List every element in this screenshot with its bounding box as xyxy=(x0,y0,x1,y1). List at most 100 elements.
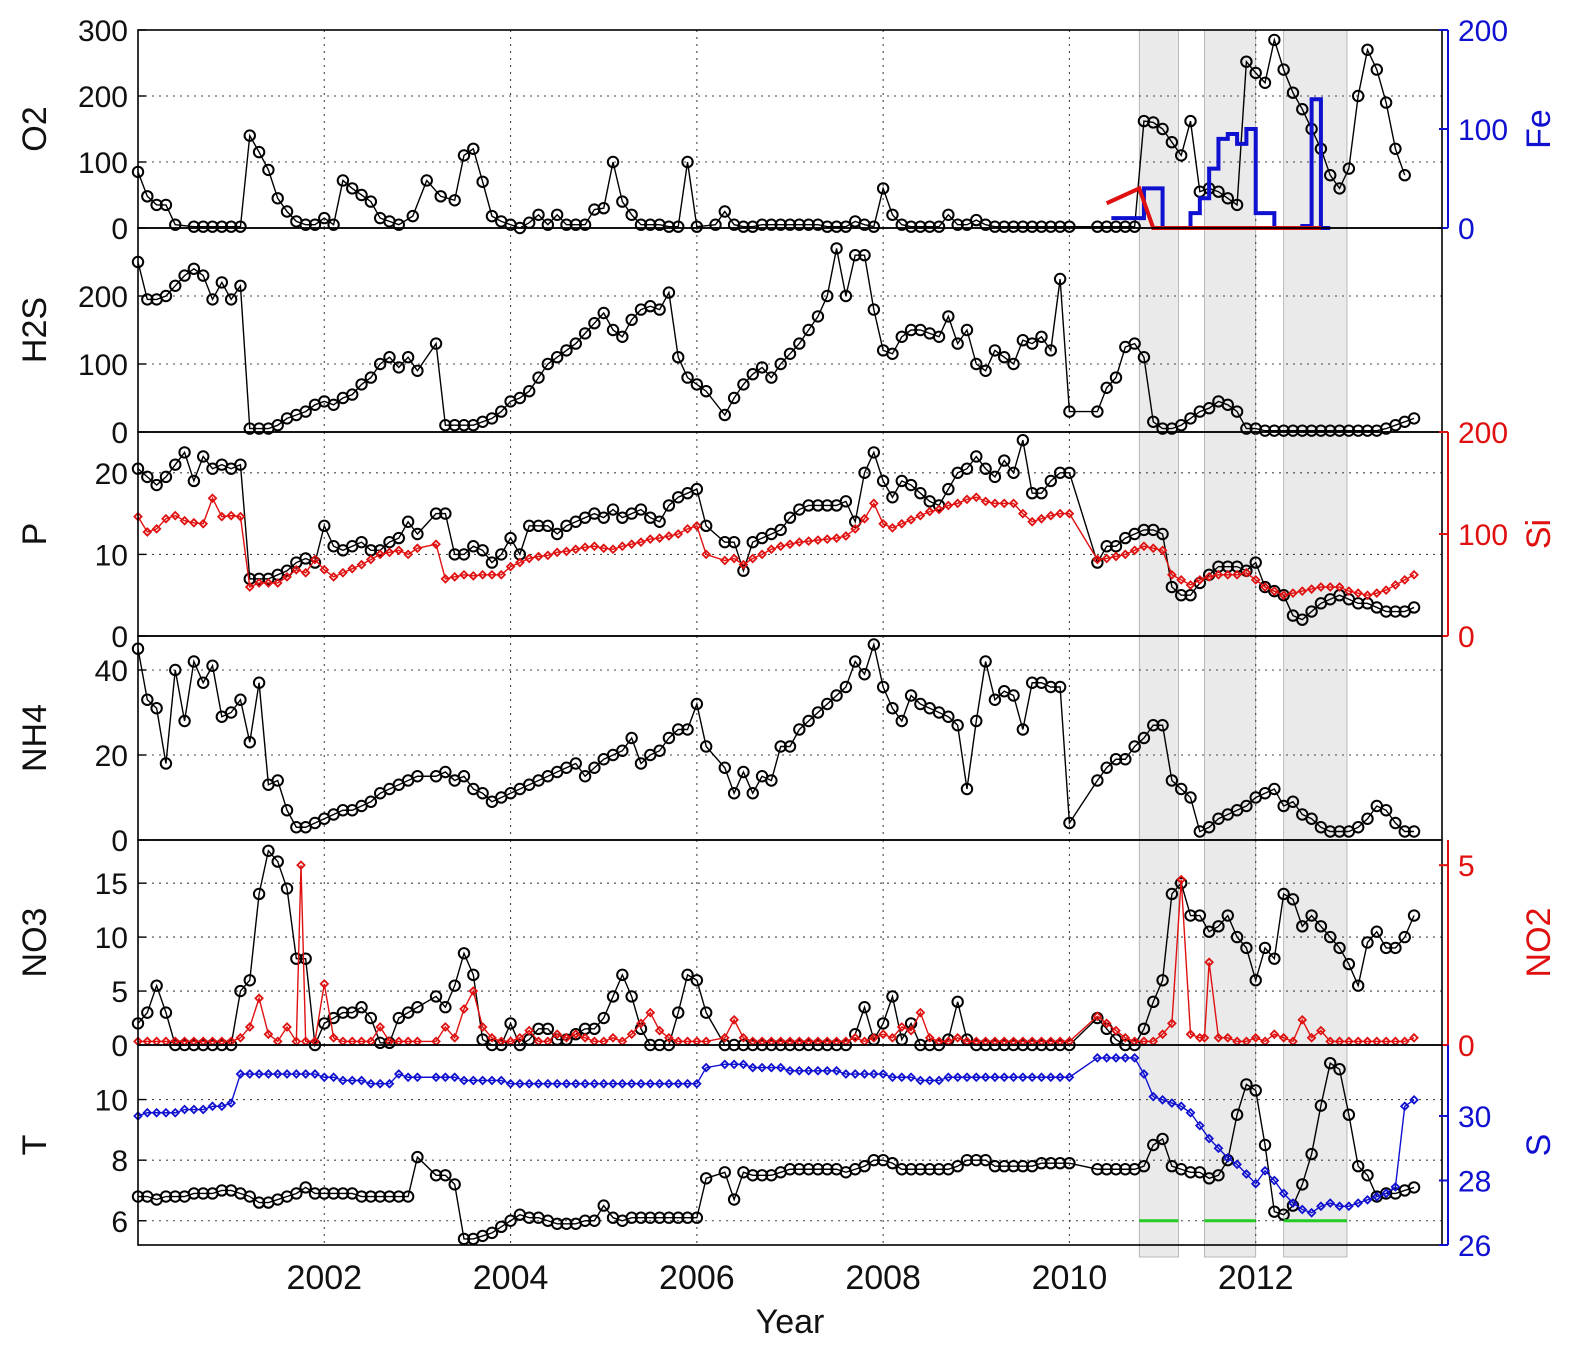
data-point-p-0-2 xyxy=(150,478,163,492)
data-point-t-0-26 xyxy=(373,1190,387,1203)
data-point-p-1-9 xyxy=(216,511,227,522)
data-point-p-1-24 xyxy=(356,559,367,570)
data-point-p-1-128 xyxy=(1362,590,1373,601)
data-point-p-1-25 xyxy=(365,554,376,565)
data-point-no3-0-13 xyxy=(252,887,266,901)
data-point-h2s-0-5 xyxy=(178,269,191,282)
data-point-t-1-121 xyxy=(1297,1204,1308,1215)
data-point-o2-0-23 xyxy=(355,188,368,202)
data-point-nh4-0-105 xyxy=(1147,719,1160,732)
data-point-h2s-0-62 xyxy=(727,391,741,405)
data-point-nh4-0-133 xyxy=(1407,825,1421,838)
data-point-p-0-96 xyxy=(1044,474,1058,488)
data-point-no3-0-76 xyxy=(858,1001,871,1014)
data-point-h2s-0-85 xyxy=(942,310,955,323)
data-point-t-1-96 xyxy=(1045,1072,1056,1083)
data-point-t-1-51 xyxy=(617,1078,628,1089)
data-point-o2-0-76 xyxy=(876,182,890,195)
data-point-o2-0-99 xyxy=(1109,220,1123,233)
data-point-o2-0-11 xyxy=(243,129,256,142)
data-point-no3-1-34 xyxy=(449,1032,460,1043)
data-point-t-0-91 xyxy=(998,1160,1011,1173)
data-point-p-0-77 xyxy=(867,446,881,459)
data-point-no3-0-132 xyxy=(1398,930,1411,944)
data-point-nh4-0-34 xyxy=(457,770,471,783)
series-t-1 xyxy=(133,1053,1419,1218)
data-point-no3-1-53 xyxy=(626,1029,637,1040)
data-point-p-0-100 xyxy=(1100,540,1113,553)
data-point-p-1-97 xyxy=(1055,508,1065,519)
data-point-t-0-96 xyxy=(1044,1156,1058,1170)
data-point-p-1-85 xyxy=(943,500,954,511)
data-point-o2-0-75 xyxy=(867,220,881,233)
data-point-p-1-99 xyxy=(1092,554,1103,565)
data-point-no3-0-121 xyxy=(1296,920,1309,933)
data-point-p-0-29 xyxy=(401,515,415,528)
data-point-o2-0-18 xyxy=(308,218,322,231)
data-point-o2-0-35 xyxy=(485,209,499,223)
data-point-no3-1-103 xyxy=(1120,1032,1131,1043)
data-point-t-0-106 xyxy=(1156,1132,1169,1146)
data-point-t-1-84 xyxy=(934,1075,944,1086)
data-point-p-1-49 xyxy=(598,543,609,554)
data-point-o2-0-122 xyxy=(1324,169,1337,182)
data-point-o2-0-82 xyxy=(932,220,946,233)
right-axis-label-t: S xyxy=(1520,1134,1558,1157)
data-point-h2s-0-70 xyxy=(802,323,815,337)
data-point-p-1-61 xyxy=(719,555,730,566)
data-point-no3-0-59 xyxy=(690,974,704,987)
data-point-o2-0-81 xyxy=(923,220,936,233)
data-point-h2s-0-50 xyxy=(606,323,620,337)
data-point-no3-0-105 xyxy=(1147,995,1160,1009)
data-point-p-0-44 xyxy=(550,527,564,541)
data-point-t-0-20 xyxy=(318,1187,331,1200)
data-point-h2s-0-109 xyxy=(1184,412,1197,425)
data-point-p-1-91 xyxy=(999,498,1010,509)
data-point-t-0-28 xyxy=(392,1190,405,1203)
data-point-o2-0-28 xyxy=(406,209,419,223)
data-point-o2-0-104 xyxy=(1156,122,1169,136)
data-point-nh4-0-11 xyxy=(234,693,247,706)
data-point-p-1-69 xyxy=(794,537,805,548)
data-point-h2s-0-10 xyxy=(224,293,238,306)
data-point-p-1-28 xyxy=(393,545,404,556)
data-point-t-0-99 xyxy=(1091,1163,1104,1176)
data-point-no3-1-78 xyxy=(868,1032,879,1043)
data-point-p-1-63 xyxy=(738,559,749,570)
data-point-t-0-88 xyxy=(970,1153,983,1167)
data-point-t-1-56 xyxy=(664,1078,674,1089)
data-point-o2-0-44 xyxy=(569,218,582,231)
data-point-h2s-0-9 xyxy=(215,276,229,289)
data-point-p-1-73 xyxy=(831,533,842,543)
data-point-nh4-0-107 xyxy=(1165,774,1179,787)
data-point-no3-0-17 xyxy=(290,952,303,965)
data-point-o2-0-110 xyxy=(1212,185,1225,198)
data-point-p-1-4 xyxy=(170,510,181,521)
data-point-p-1-22 xyxy=(338,567,348,578)
data-point-p-1-89 xyxy=(980,496,991,507)
data-point-h2s-0-63 xyxy=(737,378,750,391)
data-point-t-1-100 xyxy=(1101,1053,1112,1063)
data-point-nh4-0-86 xyxy=(951,719,964,732)
data-point-p-1-7 xyxy=(198,518,209,529)
data-point-no3-1-22 xyxy=(328,1032,339,1043)
data-point-no3-1-13 xyxy=(254,993,264,1004)
data-point-p-1-56 xyxy=(664,531,674,541)
data-point-p-1-133 xyxy=(1409,569,1419,580)
data-point-nh4-0-56 xyxy=(662,731,676,745)
data-point-p-1-87 xyxy=(962,494,972,505)
data-point-t-0-64 xyxy=(746,1169,759,1182)
data-point-t-1-82 xyxy=(915,1075,926,1086)
data-point-no3-0-116 xyxy=(1249,974,1262,987)
data-point-nh4-0-89 xyxy=(979,655,992,668)
data-point-p-0-1 xyxy=(141,470,154,484)
data-point-t-1-103 xyxy=(1129,1053,1140,1063)
data-point-no3-1-33 xyxy=(440,1022,451,1032)
data-point-no3-1-123 xyxy=(1297,1014,1308,1025)
data-point-t-1-29 xyxy=(403,1072,413,1083)
data-point-t-1-83 xyxy=(924,1075,935,1086)
data-point-nh4-0-103 xyxy=(1128,740,1141,753)
data-point-p-1-67 xyxy=(775,541,786,552)
data-point-no3-0-39 xyxy=(504,1017,517,1030)
data-point-nh4-0-93 xyxy=(1016,723,1030,736)
